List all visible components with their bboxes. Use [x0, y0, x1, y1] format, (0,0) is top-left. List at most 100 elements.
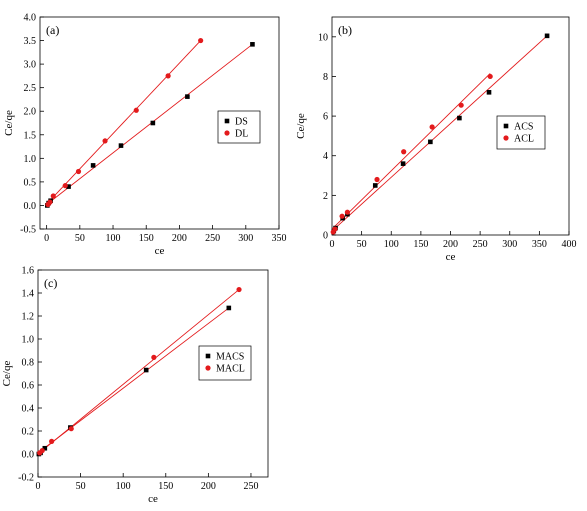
x-axis-title: ce [155, 245, 165, 257]
x-tick-label: 300 [238, 233, 253, 244]
data-point [185, 94, 190, 99]
x-tick-label: 200 [172, 233, 187, 244]
legend-box [217, 110, 261, 144]
x-tick-label: 250 [205, 233, 220, 244]
panel-a: 0 50 100 150 200 250 300 350 -0.5 0.0 0.5 1.0 1.5 2.0… [3, 13, 287, 258]
x-tick-label: 150 [158, 481, 173, 492]
x-tick-label: 150 [139, 233, 154, 244]
y-axis-title: Ce/qe [3, 110, 15, 136]
data-point [503, 135, 509, 141]
x-tick-label: 50 [76, 481, 86, 492]
data-point [544, 33, 550, 39]
panel-c: 0 50 100 150 200 250 -0.2 0.0 0.2 0.4 0.6 0.8 1.0 1.2… [1, 266, 269, 505]
data-point [226, 305, 232, 311]
legend-label: MACL [216, 364, 245, 375]
legend-box [496, 115, 546, 150]
y-tick-label: 2 [323, 191, 328, 202]
y-tick-label: 1.4 [22, 289, 35, 300]
plot-frame [37, 269, 269, 478]
y-tick-label: 4.0 [24, 13, 37, 24]
data-point [339, 213, 345, 219]
data-point [250, 42, 255, 47]
x-tick-label: 350 [272, 233, 287, 244]
y-tick-label: 0.8 [22, 358, 35, 369]
legend-label: ACS [514, 122, 533, 133]
legend-label: ACL [514, 134, 534, 145]
x-axis-title: ce [148, 493, 158, 505]
data-point [401, 149, 407, 155]
x-tick-label: 250 [473, 239, 488, 250]
data-point [198, 37, 204, 44]
data-point [344, 209, 351, 215]
y-tick-label: 8 [323, 72, 328, 83]
y-tick-label: 1.6 [22, 266, 35, 277]
y-tick-label: 1.2 [22, 312, 35, 323]
data-point [400, 161, 406, 166]
y-tick-label: 2.0 [24, 107, 37, 118]
x-tick-label: 250 [243, 481, 258, 492]
data-point [118, 143, 124, 148]
y-tick-label: 0.4 [22, 404, 35, 415]
data-point [374, 176, 380, 183]
data-point [66, 184, 71, 189]
x-tick-label: 100 [116, 481, 131, 492]
legend-label: MACS [216, 352, 244, 363]
x-tick-label: 200 [443, 239, 458, 250]
data-point [486, 90, 492, 95]
y-tick-label: 10 [318, 32, 328, 43]
x-tick-label: 50 [75, 233, 85, 244]
data-point [50, 193, 56, 199]
data-point [150, 120, 156, 126]
data-point [47, 199, 53, 205]
data-point [205, 353, 211, 359]
data-point [205, 365, 211, 371]
y-tick-label: 0.0 [22, 450, 35, 461]
y-tick-label: 2.5 [24, 83, 37, 94]
x-tick-label: 0 [330, 239, 335, 250]
data-point [75, 168, 82, 175]
data-point [39, 447, 45, 454]
data-point [49, 438, 55, 444]
legend-label: DS [235, 117, 248, 128]
y-tick-label: 0.6 [22, 381, 35, 392]
y-tick-label: -0.2 [18, 473, 34, 484]
data-point [151, 354, 157, 360]
x-tick-label: 200 [201, 481, 216, 492]
fit-line [46, 40, 201, 205]
data-point [224, 130, 230, 136]
data-point [143, 367, 149, 373]
legend-box [198, 345, 252, 381]
panel-b: 0 50 100 150 200 250 300 350 400 0 2 4 6 8 10 ce Ce/qe (b… [295, 16, 577, 263]
x-axis-title: ce [446, 251, 456, 263]
y-axis-title: Ce/qe [295, 113, 307, 139]
data-point [457, 115, 462, 121]
data-point [332, 226, 338, 232]
data-point [487, 73, 493, 80]
data-point [503, 123, 509, 129]
y-tick-label: 0.5 [24, 177, 37, 188]
y-tick-label: 3.5 [24, 36, 37, 47]
panel-label: (c) [44, 276, 57, 290]
data-point [62, 183, 68, 189]
data-point [90, 163, 96, 168]
y-tick-label: 4 [323, 151, 328, 162]
y-tick-label: 0.2 [22, 427, 35, 438]
y-tick-label: 0.0 [24, 201, 37, 212]
plot-frame [39, 16, 280, 230]
y-tick-label: 6 [323, 112, 328, 123]
x-tick-label: 0 [36, 481, 41, 492]
y-tick-label: 3.0 [24, 60, 37, 71]
y-tick-label: -0.5 [20, 225, 36, 236]
fit-line [331, 35, 548, 232]
data-point [429, 124, 435, 130]
x-tick-label: 100 [384, 239, 399, 250]
data-point [42, 445, 48, 451]
x-tick-label: 0 [44, 233, 49, 244]
data-point [458, 102, 464, 108]
data-point [165, 73, 171, 79]
panel-label: (a) [46, 23, 59, 37]
fit-line [46, 43, 253, 205]
data-point [224, 118, 230, 124]
data-point [133, 107, 139, 113]
